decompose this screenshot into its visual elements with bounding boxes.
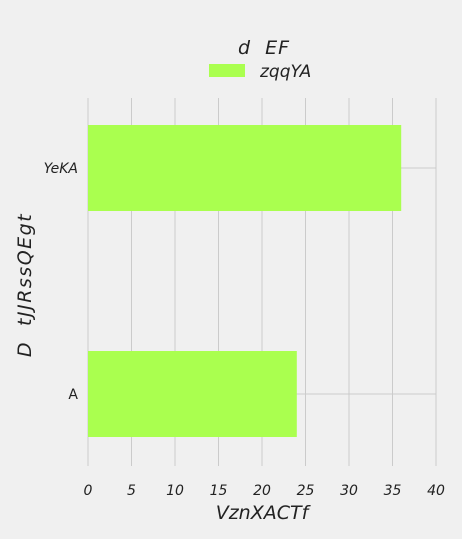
y-tick-label: YeKA [44,161,78,177]
x-tick-label: 5 [127,483,136,499]
x-tick-label: 30 [340,483,358,499]
legend: d EF zqqYA [209,37,311,82]
x-tick-label: 0 [84,483,93,499]
x-tick-label: 25 [297,483,315,499]
x-tick-label: 20 [253,483,271,499]
ticks-layer: 0 5 10 15 20 25 30 35 40 YeKA A [44,161,445,499]
x-tick-label: 15 [210,483,228,499]
bar [88,125,402,211]
x-tick-label: 40 [427,483,445,499]
legend-swatch [209,64,245,77]
x-tick-label: 10 [166,483,184,499]
y-axis-label: D tJJRssQEgt [14,213,36,357]
bar [88,351,297,437]
x-tick-label: 35 [384,483,402,499]
y-tick-label: A [68,387,78,403]
legend-title: d EF [238,37,290,59]
bars-layer [88,125,402,437]
x-axis-label: VznXACTf [216,502,312,524]
legend-entry-label: zqqYA [259,62,311,82]
labels-layer: VznXACTf D tJJRssQEgt [14,213,312,524]
